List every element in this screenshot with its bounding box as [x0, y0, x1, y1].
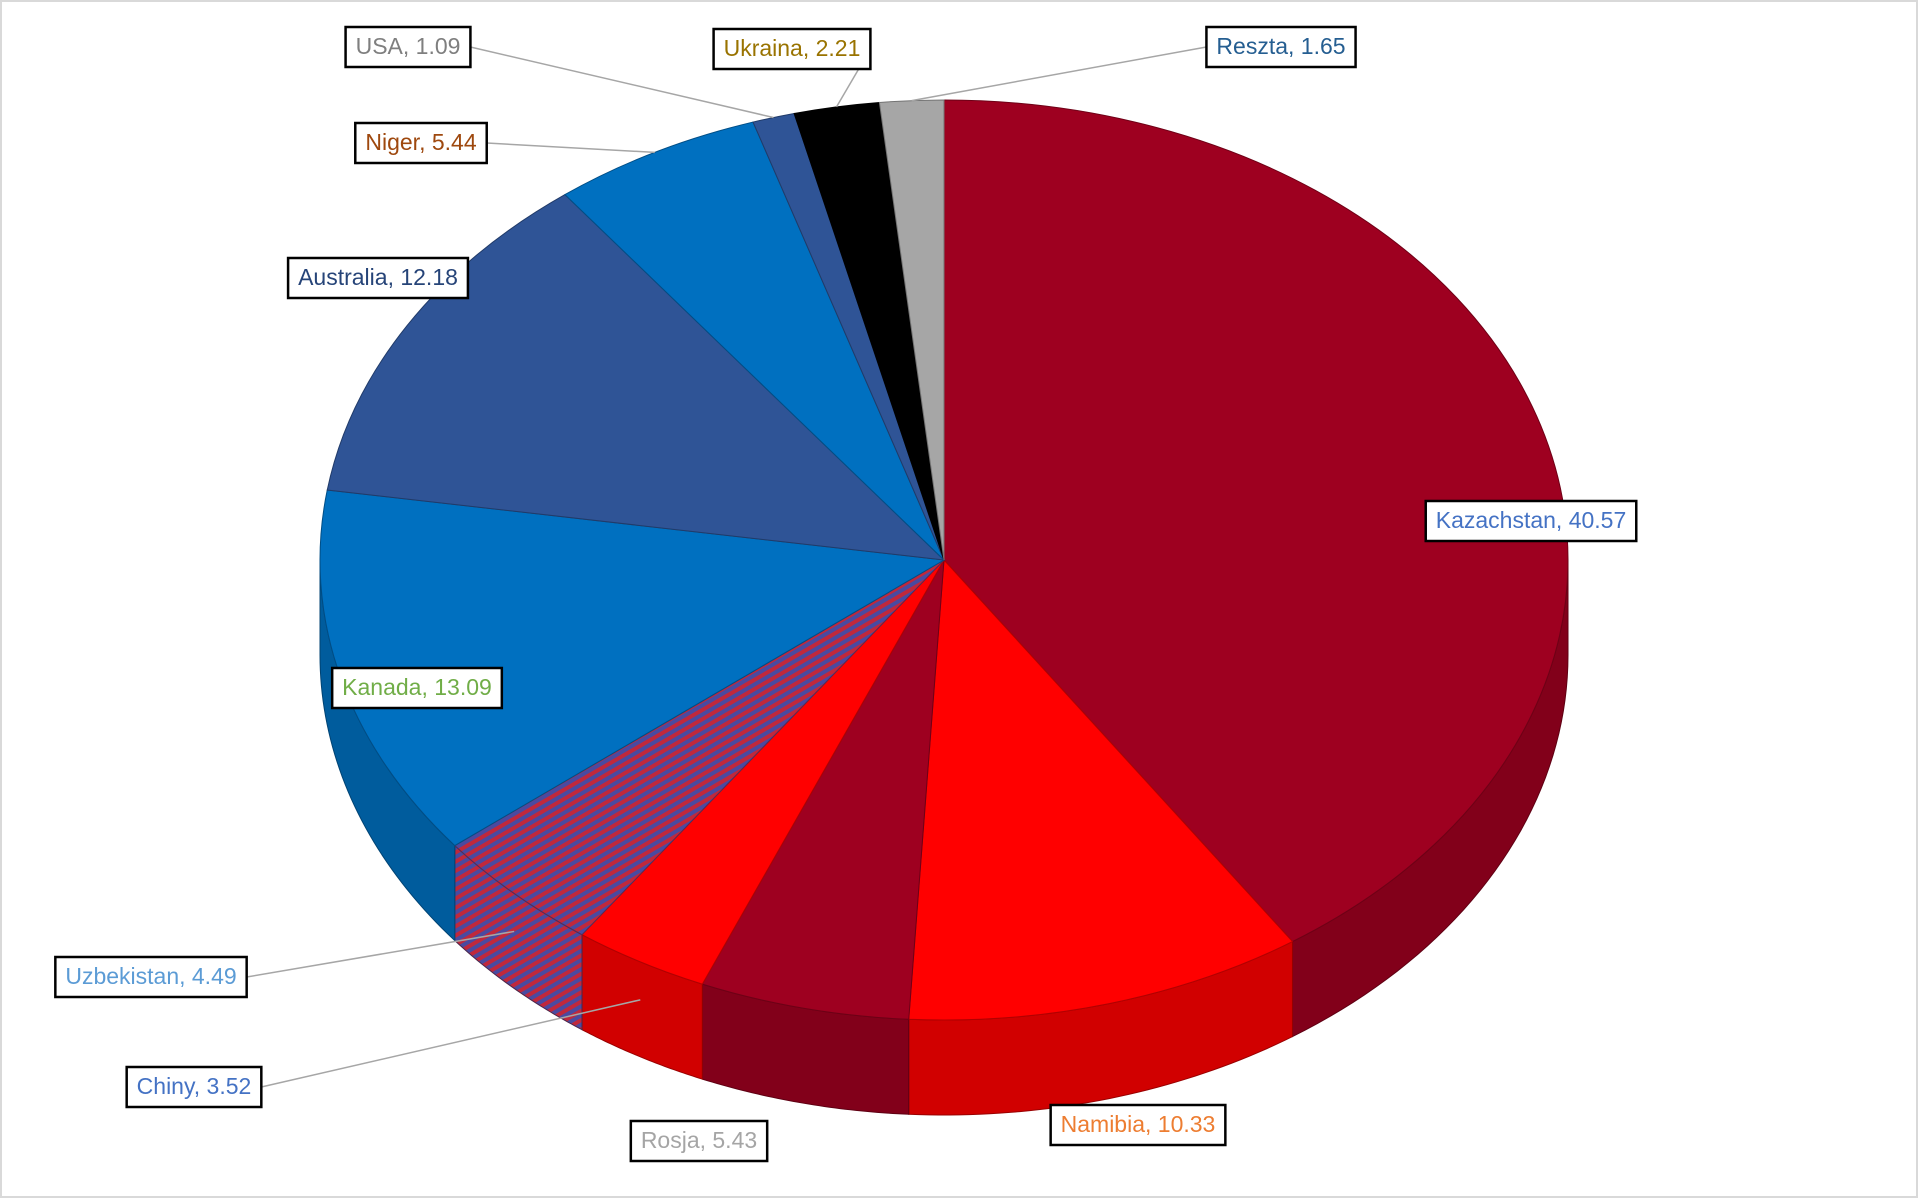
- label-text: Ukraina, 2.21: [724, 35, 861, 61]
- data-label: Ukraina, 2.21: [712, 27, 872, 108]
- label-text: Rosja, 5.43: [641, 1127, 757, 1153]
- leader-line: [486, 142, 655, 154]
- data-label: Uzbekistan, 4.49: [54, 930, 515, 999]
- label-box: [1424, 499, 1638, 543]
- label-box: [1049, 1103, 1227, 1147]
- data-labels: Kazachstan, 40.57 Namibia, 10.33 Rosja, 5.…: [54, 25, 1638, 1163]
- slice: [326, 193, 946, 561]
- label-box: [330, 666, 504, 710]
- data-label: Namibia, 10.33: [1049, 1103, 1227, 1147]
- leader-line: [246, 930, 515, 978]
- leader-line: [911, 46, 1207, 102]
- slice: [878, 99, 945, 561]
- label-box: [629, 1119, 769, 1163]
- pie-sides: [319, 559, 1569, 1116]
- data-label: Niger, 5.44: [354, 121, 655, 165]
- label-box: [54, 955, 248, 999]
- data-label: Australia, 12.18: [286, 256, 470, 300]
- data-label: Chiny, 3.52: [125, 999, 641, 1109]
- label-text: Chiny, 3.52: [137, 1073, 252, 1099]
- label-box: [286, 256, 470, 300]
- label-text: Kanada, 13.09: [342, 674, 492, 700]
- label-box: [354, 121, 488, 165]
- data-label: Kazachstan, 40.57: [1424, 499, 1638, 543]
- slice: [564, 121, 945, 561]
- data-label: Rosja, 5.43: [629, 1119, 769, 1163]
- slice: [701, 559, 945, 1020]
- label-text: USA, 1.09: [356, 33, 461, 59]
- data-label: Reszta, 1.65: [911, 25, 1357, 102]
- label-box: [125, 1065, 263, 1109]
- label-text: Niger, 5.44: [365, 129, 476, 155]
- data-label: USA, 1.09: [344, 25, 774, 119]
- label-box: [1205, 25, 1357, 69]
- label-text: Kazachstan, 40.57: [1436, 507, 1627, 533]
- leader-line: [261, 999, 641, 1088]
- slice: [943, 99, 1569, 943]
- label-box: [344, 25, 472, 69]
- leader-line: [470, 46, 774, 119]
- label-text: Reszta, 1.65: [1216, 33, 1345, 59]
- pie-tops: [319, 99, 1569, 1021]
- slice: [908, 558, 1294, 1021]
- label-text: Uzbekistan, 4.49: [65, 963, 236, 989]
- label-text: Australia, 12.18: [298, 264, 458, 290]
- label-text: Namibia, 10.33: [1061, 1111, 1216, 1137]
- label-box: [712, 27, 872, 71]
- slice: [453, 559, 945, 936]
- data-label: Kanada, 13.09: [330, 666, 504, 710]
